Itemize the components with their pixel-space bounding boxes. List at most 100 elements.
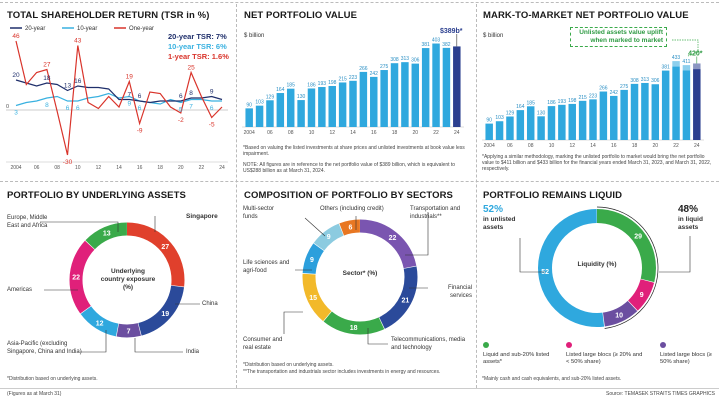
leader-transport (405, 212, 429, 256)
bar-value-label: 130 (537, 110, 546, 116)
bar-value-label: 90 (246, 102, 252, 108)
data-label: 25 (187, 65, 195, 72)
x-tick-label: 08 (54, 165, 60, 171)
x-tick-label: 16 (137, 165, 143, 171)
segment-value-label: 18 (350, 325, 358, 332)
bar-value-label: 223 (589, 93, 598, 99)
x-tick-label: 14 (590, 143, 596, 149)
highlight-label: 420* (688, 50, 703, 57)
label-transport: Transportation and industrials** (410, 206, 461, 220)
data-label: 27 (43, 62, 51, 69)
bar-value-label: 193 (318, 81, 327, 87)
bar-value-label: 308 (630, 78, 639, 84)
x-tick-label: 24 (694, 143, 700, 149)
x-tick-label: 22 (199, 165, 205, 171)
bar (620, 89, 628, 140)
segment-value-label: 9 (327, 234, 331, 241)
donut-segment (69, 222, 185, 338)
bar-value-label: 381 (421, 42, 430, 48)
x-tick-label: 12 (569, 143, 575, 149)
assets-title: PORTFOLIO BY UNDERLYING ASSETS (7, 190, 186, 201)
data-label: 8 (189, 90, 193, 97)
x-tick-label: 08 (528, 143, 534, 149)
label-others: Others (including credit) (320, 206, 384, 212)
bar (578, 100, 587, 140)
bar (307, 88, 316, 127)
leader-tmt (367, 328, 388, 345)
bar (558, 104, 566, 140)
tsr-summary-10: 10-year TSR: 6% (168, 42, 227, 51)
label-consumer: Consumer and real estate (243, 337, 283, 351)
uplift-segment (682, 65, 691, 71)
m2m-note: *Applying a similar methodology, marking… (482, 154, 712, 173)
x-tick-label: 10 (75, 165, 81, 171)
sectors-note-2: **The transportation and industrials sec… (243, 369, 441, 375)
x-tick-label: 14 (116, 165, 122, 171)
bar-value-label: 313 (401, 56, 410, 62)
x-tick-label: 18 (157, 165, 163, 171)
highlight-label: $389b* (440, 28, 463, 35)
x-tick-label: 10 (549, 143, 555, 149)
bar (693, 69, 701, 140)
bar (318, 87, 326, 127)
bar (421, 48, 430, 128)
bar (432, 43, 440, 128)
tsr-summary-20: 20-year TSR: 7% (168, 32, 227, 41)
bar-value-label: 186 (307, 82, 316, 88)
npv-title: NET PORTFOLIO VALUE (244, 10, 358, 21)
bar (338, 82, 347, 127)
donut-segment (69, 222, 185, 338)
segment-value-label: 27 (161, 244, 169, 251)
center-liquid: Liquidity (%) (577, 261, 617, 268)
x-tick-label: 12 (96, 165, 102, 171)
segment-value-label: 29 (634, 234, 642, 241)
liquid-bracket (596, 206, 659, 329)
leader-asia-pacific (80, 330, 107, 353)
m2m-ylabel: $ billion (483, 33, 504, 39)
bar-value-label: 198 (568, 98, 577, 104)
bar (359, 71, 368, 127)
legend-label: 20-year (25, 26, 45, 32)
x-tick-label: 22 (433, 130, 439, 136)
center-assets: Underlying country exposure (%) (100, 268, 156, 291)
segment-value-label: 6 (348, 224, 352, 231)
bar (266, 100, 274, 127)
legend-dot-purple (660, 342, 666, 348)
bar (506, 116, 514, 140)
x-tick-label: 06 (507, 143, 513, 149)
bar (682, 70, 691, 140)
donut-segment (302, 219, 418, 335)
legend-dot-magenta (566, 342, 572, 348)
footer-right: Source: TEMASEK STRAITS TIMES GRAPHICS (605, 391, 715, 397)
donut-segment (302, 219, 418, 335)
bar (442, 47, 451, 127)
bar-value-label: 164 (516, 104, 525, 110)
bar-value-label: 185 (527, 100, 536, 106)
bar (526, 106, 535, 140)
npv-note-2: NOTE: All figures are in reference to th… (243, 162, 456, 175)
leader-multi-sector (304, 217, 326, 237)
sectors-title: COMPOSITION OF PORTFOLIO BY SECTORS (244, 190, 453, 201)
x-tick-label: 24 (454, 130, 460, 136)
bar (651, 84, 660, 140)
data-label: -2 (178, 117, 184, 124)
label-multi-sector: Multi-sector funds (243, 206, 275, 220)
data-label: 6 (210, 105, 214, 112)
segment-value-label: 9 (310, 257, 314, 264)
liquid-pct: 48% (678, 204, 699, 215)
npv-note-1: *Based on valuing the listed investments… (243, 145, 465, 158)
uplift-segment (672, 61, 680, 67)
leader-india (134, 338, 183, 353)
bar-value-label: 103 (255, 100, 264, 106)
bar-value-label: 90 (486, 118, 492, 124)
data-label: 9 (127, 101, 131, 108)
label-emea: Europe, Middle East and Africa (7, 215, 48, 229)
bar (589, 99, 597, 140)
label-life-sciences: Life sciences and agri-food (243, 260, 290, 274)
legend-label: 10-year (77, 26, 97, 32)
bar-value-label: 130 (297, 94, 306, 100)
label-tmt: Telecommunications, media and technology (391, 337, 466, 351)
divider (0, 181, 719, 182)
sectors-note-1: *Distribution based on underlying assets… (243, 362, 334, 368)
bar (599, 91, 608, 140)
